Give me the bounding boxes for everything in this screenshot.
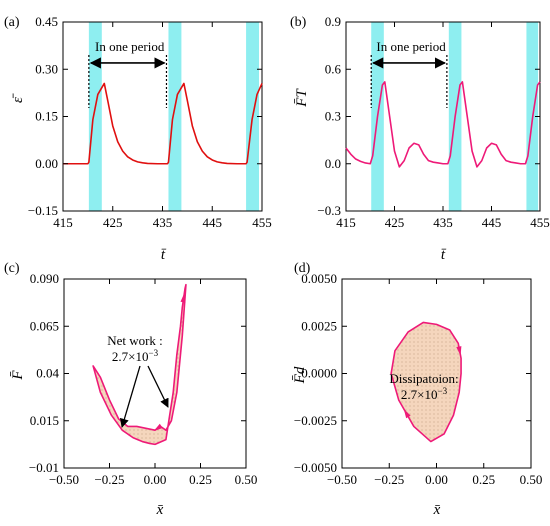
y-tick-label: 0.45 bbox=[35, 14, 58, 29]
y-tick-label: −0.01 bbox=[29, 460, 59, 475]
series-line bbox=[63, 82, 263, 165]
x-tick-label: −0.25 bbox=[374, 472, 404, 487]
y-axis-label-a: ε̄ bbox=[10, 93, 26, 103]
panel-c-chart: −0.50 −0.25 0.00 0.25 0.50 −0.01 0.015 0.04 0.06… bbox=[4, 261, 257, 518]
x-tick-label: 0.00 bbox=[425, 472, 448, 487]
y-tick-label: 0.0025 bbox=[301, 318, 337, 333]
panel-label-a: (a) bbox=[4, 15, 20, 30]
y-tick-label: 0.30 bbox=[35, 61, 58, 76]
panel-d-chart: −0.50 −0.25 0.00 0.25 0.50 −0.0050 −0.0025 0.00… bbox=[292, 261, 542, 518]
y-tick-label: −0.3 bbox=[317, 203, 341, 218]
direction-arrow bbox=[153, 423, 163, 432]
panel-label-b: (b) bbox=[290, 15, 307, 30]
y-tick-label: −0.15 bbox=[28, 203, 58, 218]
x-axis-label-a: t̄ bbox=[161, 247, 167, 263]
y-axis-label-c: F̄ bbox=[10, 370, 26, 381]
x-tick-label: 455 bbox=[530, 215, 550, 230]
y-tick-label: 0.0050 bbox=[301, 271, 337, 286]
x-tick-label: −0.50 bbox=[49, 472, 79, 487]
period-text: In one period bbox=[95, 39, 165, 54]
annotation-value: 2.7×10−3 bbox=[112, 348, 159, 364]
direction-arrow bbox=[403, 408, 411, 419]
y-tick-label: 0.04 bbox=[36, 366, 59, 381]
y-tick-label: 0.0000 bbox=[301, 366, 337, 381]
annotation-title: Dissipatoion: bbox=[389, 371, 458, 386]
x-tick-label: 0.50 bbox=[235, 472, 258, 487]
x-tick-label: 0.00 bbox=[144, 472, 167, 487]
series-line bbox=[92, 283, 187, 446]
panel-b-chart: 415 425 435 445 455 −0.3 0.0 0.3 0.6 0.9 In one p… bbox=[290, 14, 550, 263]
x-tick-label: 0.25 bbox=[189, 472, 212, 487]
x-tick-label: 415 bbox=[53, 215, 73, 230]
x-tick-label: 415 bbox=[336, 215, 356, 230]
x-tick-label: 445 bbox=[482, 215, 502, 230]
x-tick-label: 425 bbox=[103, 215, 123, 230]
direction-arrow bbox=[180, 292, 186, 303]
period-text: In one period bbox=[376, 39, 446, 54]
x-tick-label: −0.25 bbox=[94, 472, 124, 487]
annotation-value: 2.7×10−3 bbox=[401, 386, 448, 402]
x-tick-label: 455 bbox=[252, 215, 272, 230]
series-line bbox=[345, 81, 541, 168]
direction-arrow bbox=[456, 346, 462, 356]
x-tick-label: 0.25 bbox=[472, 472, 495, 487]
y-tick-label: 0.15 bbox=[35, 109, 58, 124]
y-tick-label: −0.0025 bbox=[294, 413, 337, 428]
annotation-pointer bbox=[147, 365, 169, 408]
shaded-band bbox=[168, 22, 182, 211]
x-axis-label-c: x̄ bbox=[156, 502, 164, 518]
y-tick-label: 0.090 bbox=[30, 271, 59, 286]
y-tick-label: 0.0 bbox=[325, 156, 341, 171]
x-axis-label-b: t̄ bbox=[441, 247, 447, 263]
panel-label-c: (c) bbox=[4, 261, 20, 276]
x-tick-label: −0.50 bbox=[327, 472, 357, 487]
x-tick-label: 435 bbox=[433, 215, 453, 230]
x-tick-label: 0.50 bbox=[520, 472, 543, 487]
y-axis-label-b: F̄T bbox=[294, 88, 310, 108]
y-tick-label: 0.015 bbox=[30, 413, 59, 428]
annotation-title: Net work : bbox=[107, 333, 163, 348]
y-tick-label: 0.065 bbox=[30, 318, 59, 333]
y-tick-label: 0.6 bbox=[325, 61, 342, 76]
y-tick-label: −0.0050 bbox=[294, 460, 337, 475]
x-tick-label: 445 bbox=[203, 215, 223, 230]
x-axis-label-d: x̄ bbox=[433, 502, 441, 518]
y-tick-label: 0.9 bbox=[325, 14, 341, 29]
x-tick-label: 435 bbox=[153, 215, 173, 230]
annotation-pointer bbox=[119, 365, 141, 428]
y-axis-label-d: F̄d bbox=[292, 366, 308, 384]
panel-a-chart: 415 425 435 445 455 −0.15 0.00 0.15 0.30 0.45 In … bbox=[4, 14, 272, 263]
x-tick-label: 425 bbox=[385, 215, 405, 230]
panel-label-d: (d) bbox=[294, 261, 311, 276]
y-tick-label: 0.00 bbox=[35, 156, 58, 171]
shaded-band bbox=[88, 22, 102, 211]
y-tick-label: 0.3 bbox=[325, 109, 341, 124]
